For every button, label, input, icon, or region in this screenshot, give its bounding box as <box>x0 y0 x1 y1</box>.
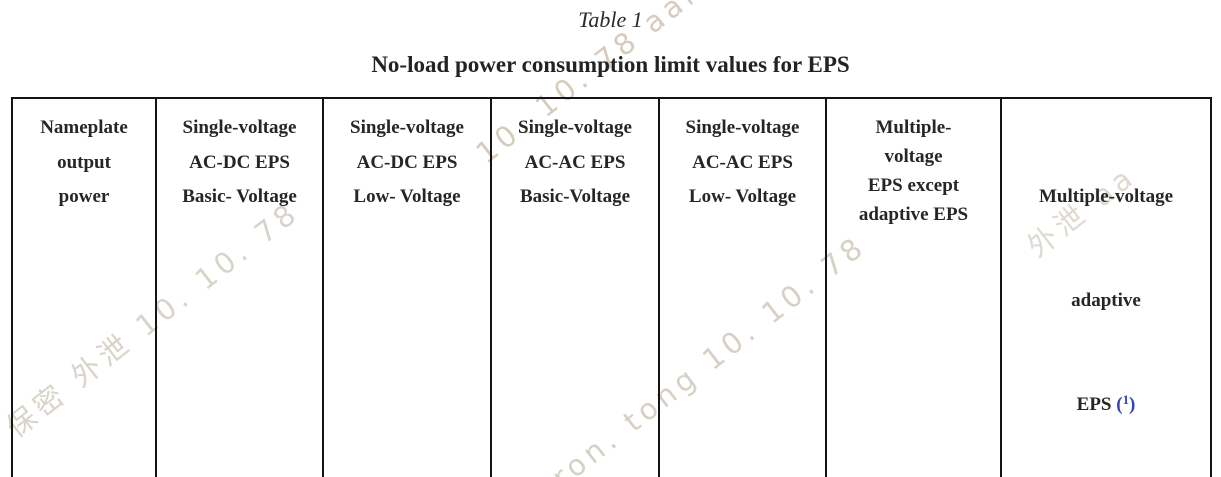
col-header-single-acdc-basic: Single-voltage AC-DC EPS Basic- Voltage <box>155 96 324 477</box>
col-header-multiple-voltage-adaptive: Multiple-voltage adaptive EPS (1) <box>1000 96 1212 477</box>
col-header-nameplate-output-power: Nameplate output power <box>11 96 157 477</box>
header-line: adaptive <box>1071 289 1141 311</box>
table-caption: No-load power consumption limit values f… <box>371 52 850 77</box>
footnote-1-ref[interactable]: (1) <box>1116 391 1136 415</box>
header-line: Multiple-voltage <box>1038 186 1174 208</box>
col-header-multiple-voltage-except-adaptive: Multiple- voltage EPS except adaptive EP… <box>825 96 1002 477</box>
eps-label: EPS <box>1076 393 1117 415</box>
col-header-single-acdc-low: Single-voltage AC-DC EPS Low- Voltage <box>322 96 492 477</box>
table-number: Table 1 <box>578 7 643 32</box>
header-line: EPS (1) <box>1003 388 1209 423</box>
eps-limits-table: Nameplate output power Single-voltage AC… <box>11 96 1212 477</box>
col-header-single-acac-low: Single-voltage AC-AC EPS Low- Voltage <box>658 96 827 477</box>
col-header-single-acac-basic: Single-voltage AC-AC EPS Basic-Voltage <box>490 96 660 477</box>
header-row: Nameplate output power Single-voltage AC… <box>11 96 1212 477</box>
footnote-1-superscript: 1 <box>1122 391 1130 407</box>
